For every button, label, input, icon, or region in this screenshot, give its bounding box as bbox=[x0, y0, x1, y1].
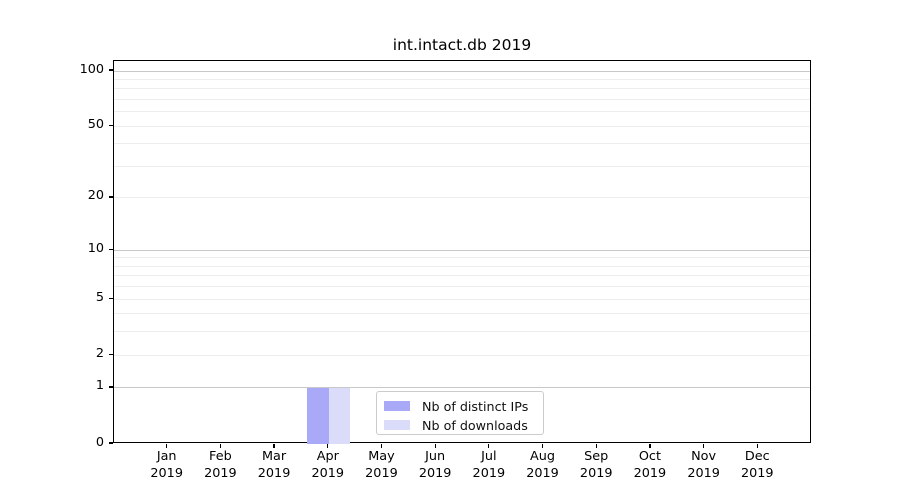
gridline-minor bbox=[114, 313, 810, 315]
x-tick-mark bbox=[380, 443, 383, 448]
x-tick-label: Feb 2019 bbox=[188, 449, 252, 482]
x-tick-label-month: Oct bbox=[638, 449, 661, 464]
x-tick-label-year: 2019 bbox=[633, 465, 667, 481]
x-tick-label-year: 2019 bbox=[472, 465, 506, 481]
legend-swatch-downloads bbox=[384, 420, 410, 430]
x-tick-mark bbox=[488, 443, 490, 448]
x-tick-label-month: Apr bbox=[316, 449, 339, 464]
legend-label-downloads: Nb of downloads bbox=[422, 417, 528, 433]
x-tick-mark bbox=[434, 443, 436, 448]
bar-downloads bbox=[328, 387, 351, 444]
gridline-minor bbox=[114, 78, 810, 80]
x-tick-mark bbox=[703, 443, 705, 448]
x-tick-label-month: Jan bbox=[156, 449, 177, 464]
y-tick-label: 5 bbox=[95, 289, 104, 305]
y-tick-mark bbox=[108, 124, 113, 126]
bar-distinct-ips bbox=[307, 387, 329, 444]
y-tick-label: 2 bbox=[95, 345, 104, 361]
y-tick-label: 100 bbox=[79, 61, 104, 77]
x-tick-mark bbox=[541, 443, 544, 448]
gridline-minor bbox=[114, 88, 810, 90]
y-tick-label: 1 bbox=[95, 378, 104, 394]
gridline-minor bbox=[114, 98, 810, 100]
x-tick-label-year: 2019 bbox=[418, 465, 452, 481]
x-tick-label-month: Dec bbox=[744, 449, 770, 464]
y-tick-label: 0 bbox=[95, 434, 104, 450]
x-tick-label: Jan 2019 bbox=[135, 449, 199, 482]
x-tick-mark bbox=[327, 443, 329, 448]
x-tick-mark bbox=[595, 443, 597, 448]
gridline-minor bbox=[114, 331, 810, 333]
y-tick-label: 10 bbox=[87, 240, 104, 256]
x-tick-label-year: 2019 bbox=[311, 465, 345, 481]
gridline-minor bbox=[114, 275, 810, 277]
y-tick-mark bbox=[108, 297, 113, 299]
y-tick-mark bbox=[108, 69, 113, 71]
x-tick-label-year: 2019 bbox=[741, 465, 774, 481]
x-tick-label: Dec 2019 bbox=[725, 449, 789, 482]
y-tick-label: 20 bbox=[87, 188, 104, 204]
gridline-minor bbox=[114, 197, 810, 199]
legend: Nb of distinct IPs Nb of downloads bbox=[376, 391, 544, 435]
x-tick-mark bbox=[649, 443, 651, 448]
gridline-minor bbox=[114, 265, 810, 267]
gridline-major bbox=[114, 249, 810, 251]
gridline-minor bbox=[114, 111, 810, 113]
x-tick-label-year: 2019 bbox=[526, 465, 559, 481]
x-tick-mark bbox=[219, 443, 221, 448]
x-tick-label: Sep 2019 bbox=[564, 449, 628, 482]
x-tick-mark bbox=[166, 443, 168, 448]
x-tick-label-month: Aug bbox=[530, 449, 556, 464]
x-tick-label: Jun 2019 bbox=[403, 449, 467, 482]
x-tick-label-year: 2019 bbox=[204, 465, 237, 481]
x-tick-mark bbox=[273, 443, 275, 448]
y-tick-mark bbox=[108, 353, 113, 355]
x-tick-label: Oct 2019 bbox=[618, 449, 682, 482]
gridline-minor bbox=[114, 354, 810, 356]
x-tick-label: May 2019 bbox=[349, 449, 413, 482]
gridline-major bbox=[114, 70, 810, 72]
gridline-minor bbox=[114, 286, 810, 288]
legend-swatch-distinct-ips bbox=[384, 401, 410, 411]
y-tick-mark bbox=[108, 196, 113, 198]
gridline-minor bbox=[114, 257, 810, 259]
x-tick-label-month: Jul bbox=[481, 449, 497, 464]
legend-label-distinct-ips: Nb of distinct IPs bbox=[422, 398, 529, 414]
legend-item-distinct-ips: Nb of distinct IPs bbox=[384, 397, 535, 415]
gridline-major bbox=[114, 387, 810, 389]
x-tick-mark bbox=[756, 443, 758, 448]
plot-area bbox=[113, 59, 811, 444]
x-tick-label-year: 2019 bbox=[687, 465, 720, 481]
x-tick-label-month: Sep bbox=[584, 449, 609, 464]
legend-item-downloads: Nb of downloads bbox=[384, 416, 535, 434]
y-tick-mark bbox=[108, 442, 113, 444]
gridline-minor bbox=[114, 143, 810, 145]
y-tick-mark bbox=[108, 386, 113, 388]
x-tick-label: Mar 2019 bbox=[242, 449, 306, 482]
y-tick-mark bbox=[108, 248, 113, 250]
x-tick-label-month: Nov bbox=[691, 449, 717, 464]
x-tick-label: Aug 2019 bbox=[511, 449, 575, 482]
x-tick-label-year: 2019 bbox=[150, 465, 183, 481]
x-tick-label-year: 2019 bbox=[257, 465, 291, 481]
gridline-minor bbox=[114, 165, 810, 167]
x-tick-label-month: Mar bbox=[261, 449, 287, 464]
x-tick-label-month: May bbox=[368, 449, 395, 464]
x-tick-label-month: Jun bbox=[425, 449, 446, 464]
x-tick-label: Nov 2019 bbox=[672, 449, 736, 482]
gridline-minor bbox=[114, 125, 810, 127]
x-tick-label: Apr 2019 bbox=[296, 449, 360, 482]
chart-title: int.intact.db 2019 bbox=[392, 36, 532, 54]
x-tick-label-year: 2019 bbox=[365, 465, 398, 481]
x-tick-label-month: Feb bbox=[209, 449, 232, 464]
x-tick-label-year: 2019 bbox=[579, 465, 613, 481]
y-tick-label: 50 bbox=[87, 116, 104, 132]
gridline-minor bbox=[114, 298, 810, 300]
x-tick-label: Jul 2019 bbox=[457, 449, 521, 482]
